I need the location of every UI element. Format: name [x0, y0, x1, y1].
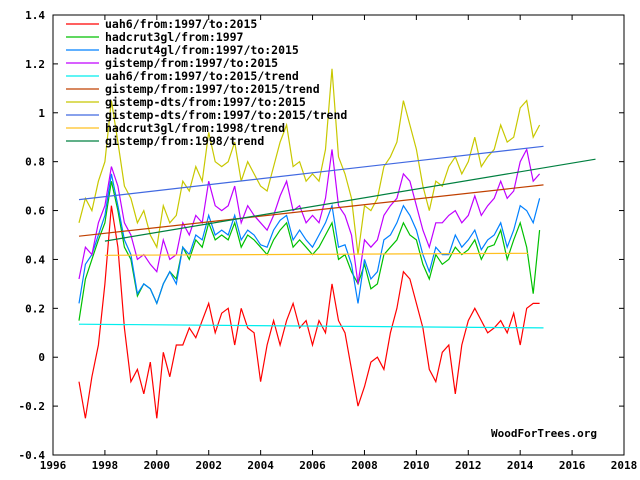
axes: 1996 1998 2000 2002 2004 2006 2008 2010 2012 2014…	[19, 9, 638, 472]
legend-label: hadcrut4gl/from:1997/to:2015	[105, 43, 299, 57]
y-tick-label: 0.4	[25, 253, 45, 266]
series-line-8	[104, 252, 529, 256]
x-tick-label: 2008	[351, 459, 378, 472]
y-tick-label: -0.2	[19, 400, 46, 413]
y-tick-label: 1.2	[25, 58, 45, 71]
x-tick-label: 2018	[611, 459, 638, 472]
x-tick-label: 2010	[403, 459, 430, 472]
series-line-9	[104, 158, 596, 242]
legend-label: uah6/from:1997/to:2015	[105, 17, 257, 31]
series-line-6	[78, 68, 541, 255]
watermark: WoodForTrees.org	[491, 427, 597, 440]
x-tick-label: 2000	[144, 459, 171, 472]
legend-label: hadcrut3gl/from:1997	[105, 30, 244, 44]
legend-label: gistemp-dts/from:1997/to:2015	[105, 95, 306, 109]
y-tick-label: 0	[38, 351, 45, 364]
x-tick-label: 2004	[247, 459, 274, 472]
legend: uah6/from:1997/to:2015hadcrut3gl/from:19…	[66, 17, 347, 148]
y-tick-label: 1.4	[25, 9, 45, 22]
y-tick-label: 0.2	[25, 302, 45, 315]
series-layer	[78, 68, 596, 419]
series-line-1	[78, 181, 541, 321]
x-tick-label: 2016	[559, 459, 586, 472]
series-line-7	[78, 145, 544, 201]
x-tick-label: 2006	[299, 459, 326, 472]
y-tick-label: 0.8	[25, 156, 45, 169]
x-tick-label: 2014	[507, 459, 534, 472]
y-tick-label: 0.6	[25, 205, 45, 218]
series-line-5	[78, 184, 544, 237]
legend-label: gistemp-dts/from:1997/to:2015/trend	[105, 108, 347, 122]
x-tick-label: 2012	[455, 459, 482, 472]
legend-label: gistemp/from:1997/to:2015/trend	[105, 82, 320, 96]
legend-label: uah6/from:1997/to:2015/trend	[105, 69, 299, 83]
series-line-2	[78, 173, 541, 306]
x-tick-label: 1998	[92, 459, 119, 472]
series-line-0	[78, 205, 540, 419]
series-line-4	[78, 323, 544, 329]
plot-frame	[52, 14, 625, 456]
legend-label: gistemp/from:1997/to:2015	[105, 56, 278, 70]
x-tick-label: 1996	[40, 459, 67, 472]
series-line-3	[78, 147, 541, 284]
legend-label: hadcrut3gl/from:1998/trend	[105, 121, 285, 135]
y-tick-label: 1	[38, 107, 45, 120]
x-tick-label: 2002	[195, 459, 222, 472]
legend-label: gistemp/from:1998/trend	[105, 134, 264, 148]
y-tick-label: -0.4	[19, 449, 46, 462]
